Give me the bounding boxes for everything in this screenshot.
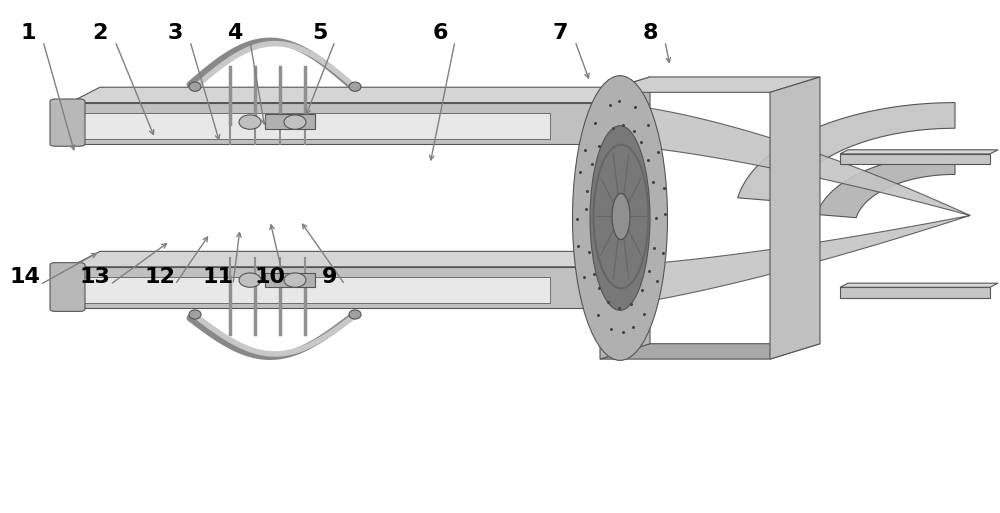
Polygon shape (600, 103, 970, 215)
Polygon shape (70, 267, 600, 308)
Ellipse shape (239, 273, 261, 287)
Polygon shape (840, 150, 998, 154)
Polygon shape (770, 77, 820, 359)
Text: 10: 10 (254, 267, 286, 287)
Text: 9: 9 (322, 267, 338, 287)
Text: 2: 2 (92, 24, 108, 43)
Polygon shape (738, 103, 955, 202)
Polygon shape (600, 344, 820, 359)
Text: 3: 3 (167, 24, 183, 43)
Text: 6: 6 (432, 24, 448, 43)
Text: 5: 5 (312, 24, 328, 43)
Polygon shape (70, 113, 550, 139)
Ellipse shape (349, 310, 361, 319)
Polygon shape (817, 154, 955, 218)
Ellipse shape (349, 82, 361, 91)
Text: 11: 11 (202, 267, 234, 287)
Text: 14: 14 (10, 267, 40, 287)
Polygon shape (600, 77, 650, 359)
Ellipse shape (612, 193, 630, 240)
Polygon shape (70, 87, 630, 103)
Ellipse shape (590, 126, 650, 310)
Ellipse shape (284, 115, 306, 129)
Ellipse shape (239, 115, 261, 129)
Polygon shape (600, 215, 970, 308)
Polygon shape (600, 77, 820, 92)
FancyBboxPatch shape (50, 99, 85, 146)
Polygon shape (70, 103, 600, 144)
Text: 8: 8 (642, 24, 658, 43)
Ellipse shape (189, 82, 201, 91)
FancyBboxPatch shape (50, 263, 85, 311)
Ellipse shape (572, 76, 668, 361)
Polygon shape (265, 114, 315, 129)
Ellipse shape (284, 273, 306, 287)
Polygon shape (840, 283, 998, 287)
Polygon shape (70, 277, 550, 303)
Ellipse shape (189, 310, 201, 319)
Polygon shape (265, 273, 315, 287)
Text: 7: 7 (552, 24, 568, 43)
Text: 1: 1 (20, 24, 36, 43)
Text: 4: 4 (227, 24, 243, 43)
Polygon shape (840, 287, 990, 298)
Text: 12: 12 (145, 267, 175, 287)
Polygon shape (840, 154, 990, 164)
Polygon shape (70, 251, 630, 267)
Text: 13: 13 (80, 267, 110, 287)
